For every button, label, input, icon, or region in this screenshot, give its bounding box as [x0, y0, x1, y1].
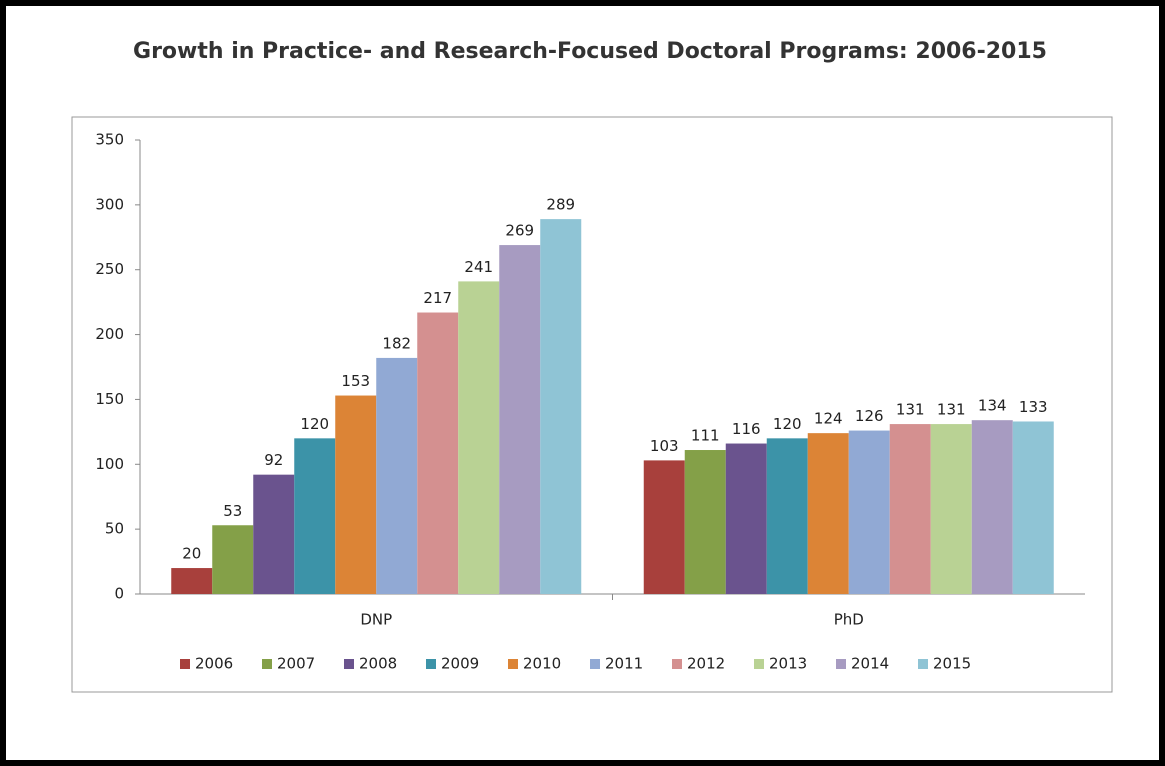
bar	[540, 219, 582, 594]
data-label: 103	[650, 437, 679, 455]
y-tick-label: 350	[95, 131, 124, 149]
legend-label: 2006	[195, 655, 233, 673]
legend-swatch	[836, 659, 846, 669]
bar	[417, 312, 459, 594]
data-label: 111	[691, 427, 720, 445]
data-label: 133	[1019, 398, 1048, 416]
data-label: 134	[978, 397, 1007, 415]
bar	[458, 281, 500, 594]
bar	[643, 460, 685, 594]
legend-label: 2008	[359, 655, 397, 673]
bar	[930, 424, 972, 594]
data-label: 269	[505, 222, 534, 240]
bar	[725, 443, 767, 594]
data-label: 20	[182, 545, 201, 563]
y-tick-label: 300	[95, 195, 124, 213]
chart-title: Growth in Practice- and Research-Focused…	[133, 39, 1047, 64]
data-label: 182	[382, 334, 411, 352]
legend-swatch	[262, 659, 272, 669]
bar	[766, 438, 808, 594]
bar	[971, 420, 1013, 594]
legend-label: 2007	[277, 655, 315, 673]
data-label: 153	[341, 372, 370, 390]
legend-swatch	[180, 659, 190, 669]
data-label: 92	[264, 451, 283, 469]
y-tick-label: 0	[114, 585, 124, 603]
data-label: 120	[773, 415, 802, 433]
bar	[499, 245, 541, 594]
y-tick-label: 200	[95, 325, 124, 343]
legend-swatch	[918, 659, 928, 669]
legend-label: 2014	[851, 655, 889, 673]
data-label: 53	[223, 502, 242, 520]
bar	[807, 433, 849, 594]
legend-label: 2013	[769, 655, 807, 673]
x-tick-label: DNP	[360, 611, 392, 629]
data-label: 241	[464, 258, 493, 276]
bar	[212, 525, 254, 594]
bar	[171, 568, 213, 594]
data-label: 120	[300, 415, 329, 433]
y-tick-label: 100	[95, 455, 124, 473]
legend-label: 2010	[523, 655, 561, 673]
data-label: 124	[814, 410, 843, 428]
bar	[294, 438, 336, 594]
chart-box	[71, 116, 1113, 693]
legend-swatch	[672, 659, 682, 669]
bar	[1012, 421, 1054, 594]
legend-swatch	[426, 659, 436, 669]
legend-swatch	[344, 659, 354, 669]
x-tick-label: PhD	[834, 611, 864, 629]
data-label: 126	[855, 407, 884, 425]
y-tick-label: 150	[95, 390, 124, 408]
bar	[253, 474, 295, 594]
data-label: 217	[423, 289, 452, 307]
bar	[848, 430, 890, 594]
bar	[376, 357, 418, 594]
bar	[889, 424, 931, 594]
bar	[335, 395, 377, 594]
data-label: 289	[546, 196, 575, 214]
legend-swatch	[754, 659, 764, 669]
legend-label: 2015	[933, 655, 971, 673]
data-label: 116	[732, 420, 761, 438]
y-tick-label: 250	[95, 260, 124, 278]
legend-swatch	[590, 659, 600, 669]
legend-swatch	[508, 659, 518, 669]
legend-label: 2011	[605, 655, 643, 673]
legend-label: 2009	[441, 655, 479, 673]
data-label: 131	[937, 401, 966, 419]
bar	[684, 450, 726, 594]
data-label: 131	[896, 401, 925, 419]
y-tick-label: 50	[105, 520, 124, 538]
legend-label: 2012	[687, 655, 725, 673]
